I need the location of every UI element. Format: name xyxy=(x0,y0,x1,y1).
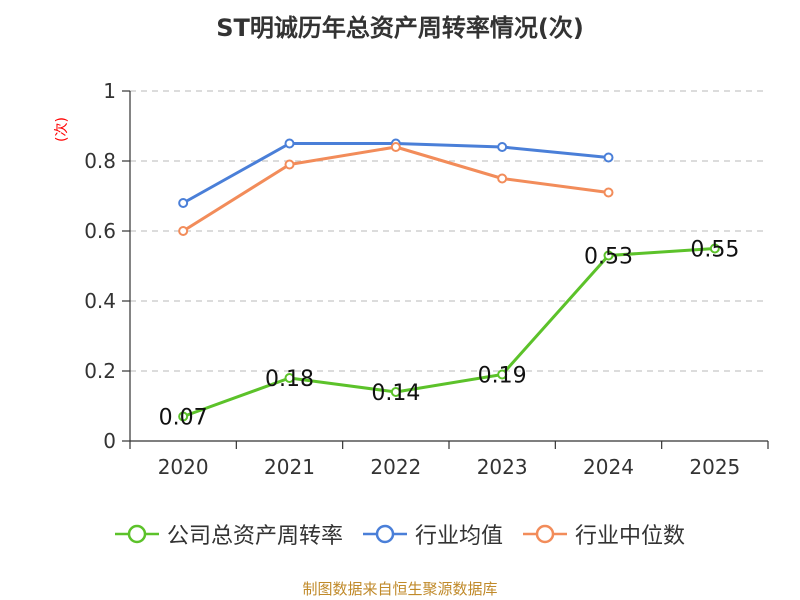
legend-item-company[interactable]: 公司总资产周转率 xyxy=(114,518,343,550)
y-tick-label: 0.8 xyxy=(84,149,116,173)
x-tick-label: 2025 xyxy=(689,455,740,479)
data-point-2 xyxy=(390,142,401,152)
y-tick-label: 0.6 xyxy=(84,219,116,243)
data-point-2 xyxy=(284,159,295,170)
data-label: 0.07 xyxy=(159,406,208,431)
x-tick-label: 2024 xyxy=(583,455,634,479)
y-tick-label: 0 xyxy=(103,429,116,453)
x-tick-label: 2020 xyxy=(158,455,209,479)
data-label: 0.18 xyxy=(265,367,314,392)
legend-item-industry-mean[interactable]: 行业均值 xyxy=(362,518,503,550)
data-point-2 xyxy=(603,187,614,198)
series-line-2 xyxy=(182,145,609,233)
data-label: 0.55 xyxy=(690,238,739,263)
data-label: 0.14 xyxy=(371,381,420,406)
y-tick-label: 1 xyxy=(103,79,116,103)
data-point-1 xyxy=(497,142,508,152)
data-point-0 xyxy=(178,411,189,422)
data-point-1 xyxy=(284,138,295,149)
data-label: 0.19 xyxy=(478,364,527,389)
data-point-2 xyxy=(178,226,189,236)
y-tick-label: 0.2 xyxy=(84,359,116,383)
legend-marker-industry-mean-icon xyxy=(362,524,407,544)
data-point-0 xyxy=(497,369,508,380)
legend-label-industry-median: 行业中位数 xyxy=(575,524,686,549)
legend-marker-company-icon xyxy=(114,524,159,544)
legend-label-company: 公司总资产周转率 xyxy=(166,524,343,549)
legend: 公司总资产周转率 行业均值 行业中位数 xyxy=(0,518,800,550)
x-tick-label: 2022 xyxy=(370,455,421,479)
data-label: 0.53 xyxy=(584,245,633,270)
source-note: 制图数据来自恒生聚源数据库 xyxy=(302,580,498,598)
data-point-0 xyxy=(390,387,401,397)
series-line-1 xyxy=(182,142,609,205)
data-point-0 xyxy=(603,250,614,261)
series-line-0 xyxy=(182,247,715,418)
data-point-1 xyxy=(603,152,614,163)
data-point-0 xyxy=(709,243,720,254)
legend-item-industry-median[interactable]: 行业中位数 xyxy=(523,518,685,550)
data-point-0 xyxy=(284,373,295,383)
x-tick-label: 2021 xyxy=(264,455,315,479)
x-tick-label: 2023 xyxy=(477,455,528,479)
data-point-2 xyxy=(497,173,508,184)
legend-marker-industry-median-icon xyxy=(523,524,567,544)
legend-label-industry-mean: 行业均值 xyxy=(414,524,503,549)
y-tick-label: 0.4 xyxy=(84,289,116,313)
chart-title: ST明诚历年总资产周转率情况(次) xyxy=(216,14,584,42)
data-point-1 xyxy=(178,198,189,208)
